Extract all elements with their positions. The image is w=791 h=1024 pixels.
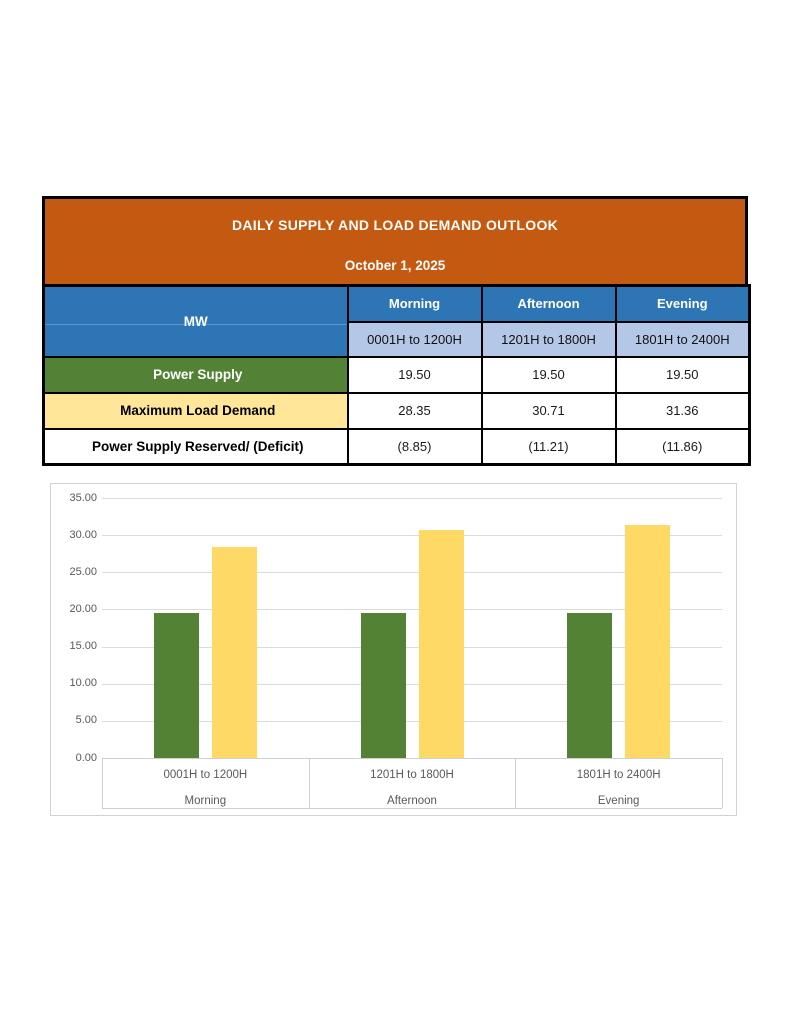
category-separator — [515, 758, 517, 808]
y-axis-tick-label: 35.00 — [69, 491, 97, 504]
bar-maximum-load-demand — [211, 547, 257, 758]
table-title-banner: DAILY SUPPLY AND LOAD DEMAND OUTLOOK Oct… — [42, 196, 748, 284]
gridline — [102, 535, 722, 537]
y-axis-tick-label: 0.00 — [75, 751, 97, 764]
table-row-max-load-demand: Maximum Load Demand 28.35 30.71 31.36 — [42, 391, 751, 430]
gridline — [102, 609, 722, 611]
outlook-table-block: DAILY SUPPLY AND LOAD DEMAND OUTLOOK Oct… — [42, 196, 751, 466]
y-axis-tick-label: 20.00 — [69, 602, 97, 615]
gridline — [102, 683, 722, 685]
y-axis-tick-label: 15.00 — [69, 640, 97, 653]
y-axis-tick-label: 5.00 — [75, 714, 97, 727]
supply-demand-chart: 35.00 30.00 25.00 20.00 15.00 10.00 5.00 0.00 00… — [50, 483, 737, 816]
bar-maximum-load-demand — [418, 529, 464, 758]
category-label-period: Morning — [184, 795, 227, 807]
reserve-morning: (8.85) — [346, 427, 483, 466]
unit-header-cell: MW — [42, 284, 349, 358]
category-label-range: 1801H to 2400H — [576, 769, 661, 781]
reserve-evening: (11.86) — [614, 427, 751, 466]
power-supply-morning: 19.50 — [346, 355, 483, 394]
y-axis-tick-label: 30.00 — [69, 528, 97, 541]
time-range-morning: 0001H to 1200H — [346, 320, 483, 358]
max-load-evening: 31.36 — [614, 391, 751, 430]
row-label-reserve-deficit: Power Supply Reserved/ (Deficit) — [42, 427, 349, 466]
column-header-afternoon: Afternoon — [480, 284, 617, 323]
table-row-power-supply: Power Supply 19.50 19.50 19.50 — [42, 355, 751, 394]
category-label-period: Evening — [597, 795, 640, 807]
gridline — [102, 572, 722, 574]
power-supply-afternoon: 19.50 — [480, 355, 617, 394]
bar-power-supply — [567, 613, 613, 758]
row-label-max-load-demand: Maximum Load Demand — [42, 391, 349, 430]
power-supply-evening: 19.50 — [614, 355, 751, 394]
column-header-morning: Morning — [346, 284, 483, 323]
max-load-afternoon: 30.71 — [480, 391, 617, 430]
category-label-range: 1201H to 1800H — [370, 769, 454, 781]
row-label-power-supply: Power Supply — [42, 355, 349, 394]
category-label-range: 0001H to 1200H — [163, 769, 248, 781]
category-separator — [722, 758, 723, 808]
bar-maximum-load-demand — [625, 525, 671, 758]
max-load-morning: 28.35 — [346, 391, 483, 430]
gridline — [102, 646, 722, 648]
table-title: DAILY SUPPLY AND LOAD DEMAND OUTLOOK — [231, 217, 559, 233]
time-range-evening: 1801H to 2400H — [614, 320, 751, 358]
y-axis-tick-label: 25.00 — [69, 565, 97, 578]
bar-power-supply — [153, 613, 199, 758]
time-range-afternoon: 1201H to 1800H — [480, 320, 617, 358]
gridline — [102, 720, 722, 722]
category-label-period: Afternoon — [387, 795, 437, 807]
column-header-evening: Evening — [614, 284, 751, 323]
merged-cell-divider — [45, 324, 346, 325]
bar-power-supply — [360, 613, 406, 758]
table-row-reserve-deficit: Power Supply Reserved/ (Deficit) (8.85) … — [42, 427, 751, 466]
category-separator — [102, 758, 103, 808]
x-axis-baseline — [102, 758, 722, 759]
table-date: October 1, 2025 — [344, 258, 446, 273]
category-axis-bottom-line — [102, 808, 722, 809]
category-separator — [308, 758, 310, 808]
unit-label: MW — [183, 313, 208, 329]
gridline — [102, 498, 722, 499]
outlook-table: MW Morning Afternoon Evening 0001H to 12… — [42, 284, 751, 466]
y-axis-tick-label: 10.00 — [69, 677, 97, 690]
reserve-afternoon: (11.21) — [480, 427, 617, 466]
